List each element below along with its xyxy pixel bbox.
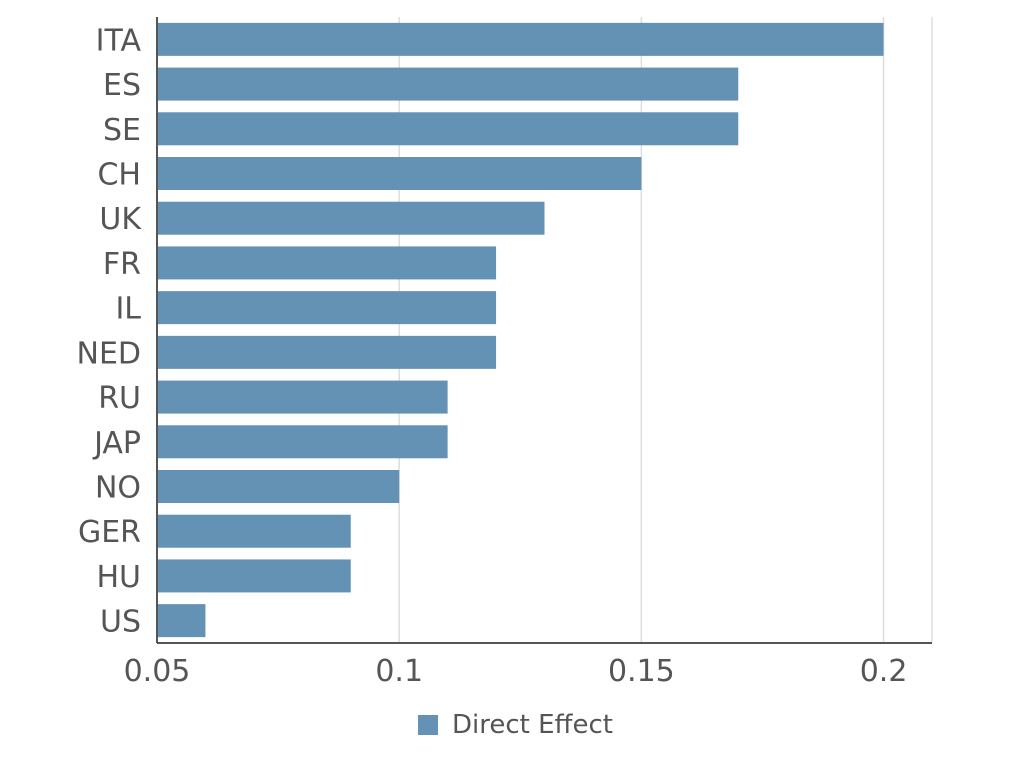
category-label: ES	[103, 68, 141, 103]
bar-es	[157, 67, 739, 101]
bar-uk	[157, 201, 545, 235]
bar-ned	[157, 335, 497, 369]
bar-se	[157, 112, 739, 146]
category-label: FR	[103, 247, 141, 282]
legend-swatch	[418, 715, 438, 735]
category-label: IL	[115, 292, 141, 327]
legend: Direct Effect	[418, 708, 613, 742]
bars	[157, 22, 884, 638]
legend-label: Direct Effect	[452, 710, 613, 740]
x-tick-label: 0.1	[375, 654, 423, 689]
bar-ru	[157, 380, 448, 414]
category-label: RU	[98, 381, 141, 416]
x-tick-label: 0.15	[608, 654, 675, 689]
category-label: US	[100, 605, 141, 640]
category-label: SE	[103, 113, 141, 148]
bar-ger	[157, 514, 351, 548]
x-tick-label: 0.2	[860, 654, 908, 689]
category-label: GER	[78, 515, 141, 550]
category-label: NO	[95, 471, 141, 506]
bar-hu	[157, 559, 351, 593]
x-tick-labels: 0.05 0.1 0.15 0.2	[124, 654, 908, 689]
bar-ch	[157, 157, 642, 190]
axes	[156, 17, 932, 644]
category-label: ITA	[96, 23, 142, 58]
category-label: JAP	[92, 426, 141, 461]
bar-jap	[157, 425, 448, 459]
bar-no	[157, 470, 400, 503]
category-label: NED	[77, 336, 142, 371]
bar-il	[157, 291, 497, 325]
x-tick-label: 0.05	[124, 654, 191, 689]
category-label: CH	[97, 158, 141, 193]
grid-lines	[398, 17, 933, 643]
category-labels: ITA ES SE CH UK FR IL NED RU JAP NO GER HU US	[77, 23, 143, 639]
category-label: UK	[99, 202, 142, 237]
category-label: HU	[96, 560, 141, 595]
bar-us	[157, 604, 206, 638]
bar-ita	[157, 22, 884, 56]
bar-fr	[157, 246, 497, 280]
